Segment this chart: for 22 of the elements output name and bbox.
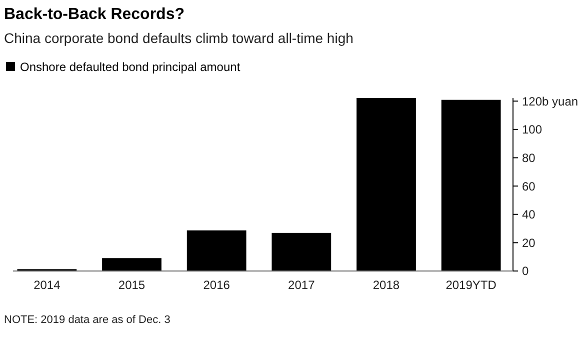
y-tick-label: 0	[522, 264, 529, 278]
chart-title: Back-to-Back Records?	[4, 6, 184, 23]
y-tick-label: 60	[522, 179, 536, 194]
x-tick-label: 2019YTD	[446, 278, 497, 292]
y-tick-label: 120b yuan	[522, 94, 578, 108]
bar	[356, 98, 416, 271]
chart-subtitle: China corporate bond defaults climb toward all-time high	[4, 30, 354, 46]
bar	[272, 232, 332, 271]
y-tick-label: 80	[522, 150, 536, 165]
bar	[102, 258, 162, 271]
legend-label: Onshore defaulted bond principal amount	[20, 60, 241, 74]
y-tick-label: 40	[522, 208, 536, 222]
y-tick-label: 100	[522, 122, 542, 137]
y-tick-label: 20	[522, 236, 536, 250]
x-tick-label: 2017	[288, 278, 316, 292]
x-tick-label: 2016	[203, 278, 230, 292]
text: NOTE: 2019 data are as of Dec. 3	[4, 314, 170, 326]
bar	[186, 230, 246, 271]
bar	[441, 100, 501, 271]
x-tick-label: 2014	[34, 278, 61, 292]
x-tick-label: 2018	[372, 278, 400, 292]
x-tick-label: 2015	[118, 278, 146, 292]
